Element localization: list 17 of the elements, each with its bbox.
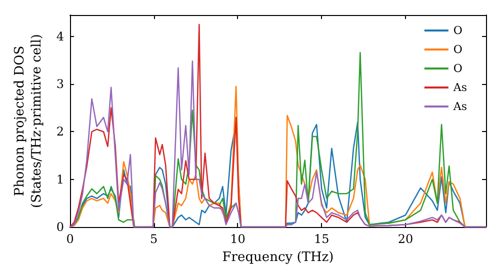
x-axis-title: Frequency (THz) — [222, 250, 334, 265]
legend-label: O — [453, 43, 462, 56]
y-tick-label: 4 — [56, 29, 64, 44]
x-tick-label: 15 — [314, 232, 330, 246]
legend-label: As — [452, 81, 468, 94]
x-tick-label: 20 — [398, 232, 414, 246]
x-tick-label: 0 — [66, 232, 74, 246]
y-tick-label: 3 — [56, 77, 64, 92]
y-tick-label: 2 — [56, 124, 64, 139]
legend-label: As — [452, 100, 468, 113]
y-tick-label: 0 — [56, 220, 64, 234]
y-tick-label: 1 — [56, 172, 64, 186]
y-axis-title: Phonon projected DOS (States/THz·primitive cell) — [12, 34, 44, 208]
x-tick-label: 5 — [150, 232, 158, 246]
x-tick-label: 10 — [230, 232, 246, 246]
legend-label: O — [453, 62, 462, 75]
legend-label: O — [453, 24, 462, 37]
